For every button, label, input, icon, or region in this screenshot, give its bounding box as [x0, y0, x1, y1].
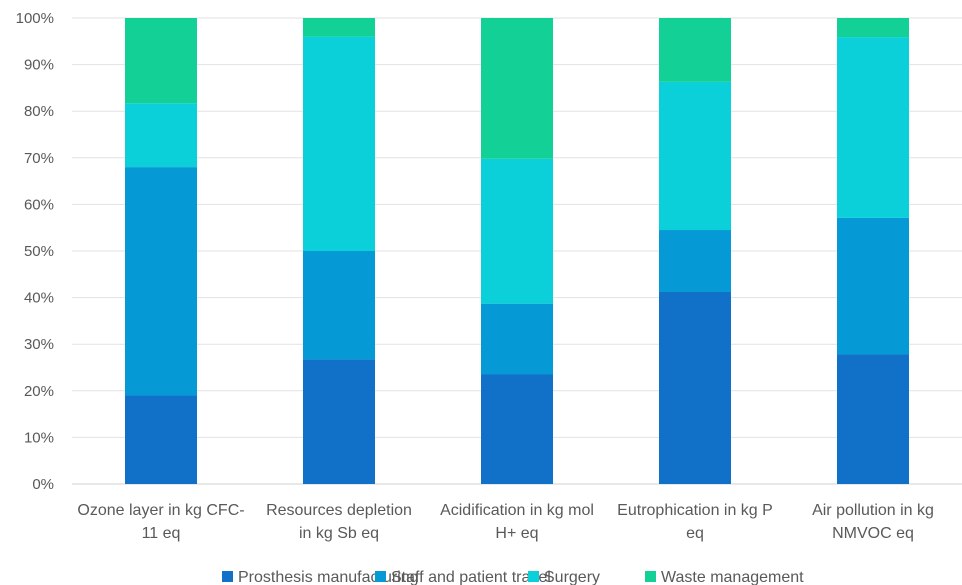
bar-segment	[837, 217, 909, 355]
bar-segment	[125, 18, 197, 104]
bar-segment	[303, 36, 375, 251]
x-axis: Ozone layer in kg CFC- 11 eq Resources dep…	[77, 502, 934, 542]
legend-label: Prosthesis manufacturing	[238, 569, 419, 585]
x-category-label: H+ eq	[495, 525, 538, 542]
bar-segment	[481, 18, 553, 159]
x-category-label: 11 eq	[142, 525, 181, 542]
y-tick-label: 90%	[24, 57, 54, 74]
y-tick-label: 30%	[24, 336, 54, 353]
bars	[125, 18, 909, 484]
legend-swatch	[645, 571, 656, 582]
x-category-label: Air pollution in kg	[812, 502, 934, 519]
x-category-label: NMVOC eq	[832, 525, 914, 542]
legend-label: Staff and patient travel	[391, 569, 551, 585]
y-tick-label: 40%	[24, 290, 54, 307]
bar-segment	[481, 374, 553, 484]
bar-segment	[659, 81, 731, 231]
bar-segment	[837, 354, 909, 484]
x-category-label: Acidification in kg mol	[440, 502, 594, 519]
bar-segment	[481, 158, 553, 304]
y-tick-label: 10%	[24, 429, 54, 446]
bar-segment	[303, 359, 375, 484]
y-tick-label: 80%	[24, 103, 54, 120]
legend-swatch	[375, 571, 386, 582]
y-tick-label: 100%	[16, 10, 54, 27]
bar-segment	[125, 395, 197, 484]
bar-segment	[481, 303, 553, 375]
y-axis: 0% 10% 20% 30% 40% 50% 60% 70% 80% 90% 100%	[16, 10, 54, 493]
y-tick-label: 20%	[24, 383, 54, 400]
x-category-label: Eutrophication in kg P	[617, 502, 773, 519]
legend-swatch	[222, 571, 233, 582]
y-tick-label: 60%	[24, 196, 54, 213]
legend-label: Surgery	[544, 569, 600, 585]
bar-segment	[837, 18, 909, 38]
x-category-label: eq	[686, 525, 704, 542]
y-tick-label: 50%	[24, 243, 54, 260]
x-category-label: in kg Sb eq	[299, 525, 379, 542]
x-category-label: Ozone layer in kg CFC-	[77, 502, 244, 519]
bar-segment	[659, 18, 731, 82]
bar-segment	[659, 292, 731, 484]
bar-segment	[303, 18, 375, 37]
x-category-label: Resources depletion	[266, 502, 412, 519]
bar-segment	[659, 230, 731, 293]
y-tick-label: 0%	[32, 476, 54, 493]
bar-segment	[125, 103, 197, 168]
legend-label: Waste management	[661, 569, 804, 585]
bar-segment	[837, 37, 909, 218]
bar-segment	[125, 167, 197, 396]
y-tick-label: 70%	[24, 150, 54, 167]
bar-segment	[303, 251, 375, 360]
legend-swatch	[528, 571, 539, 582]
